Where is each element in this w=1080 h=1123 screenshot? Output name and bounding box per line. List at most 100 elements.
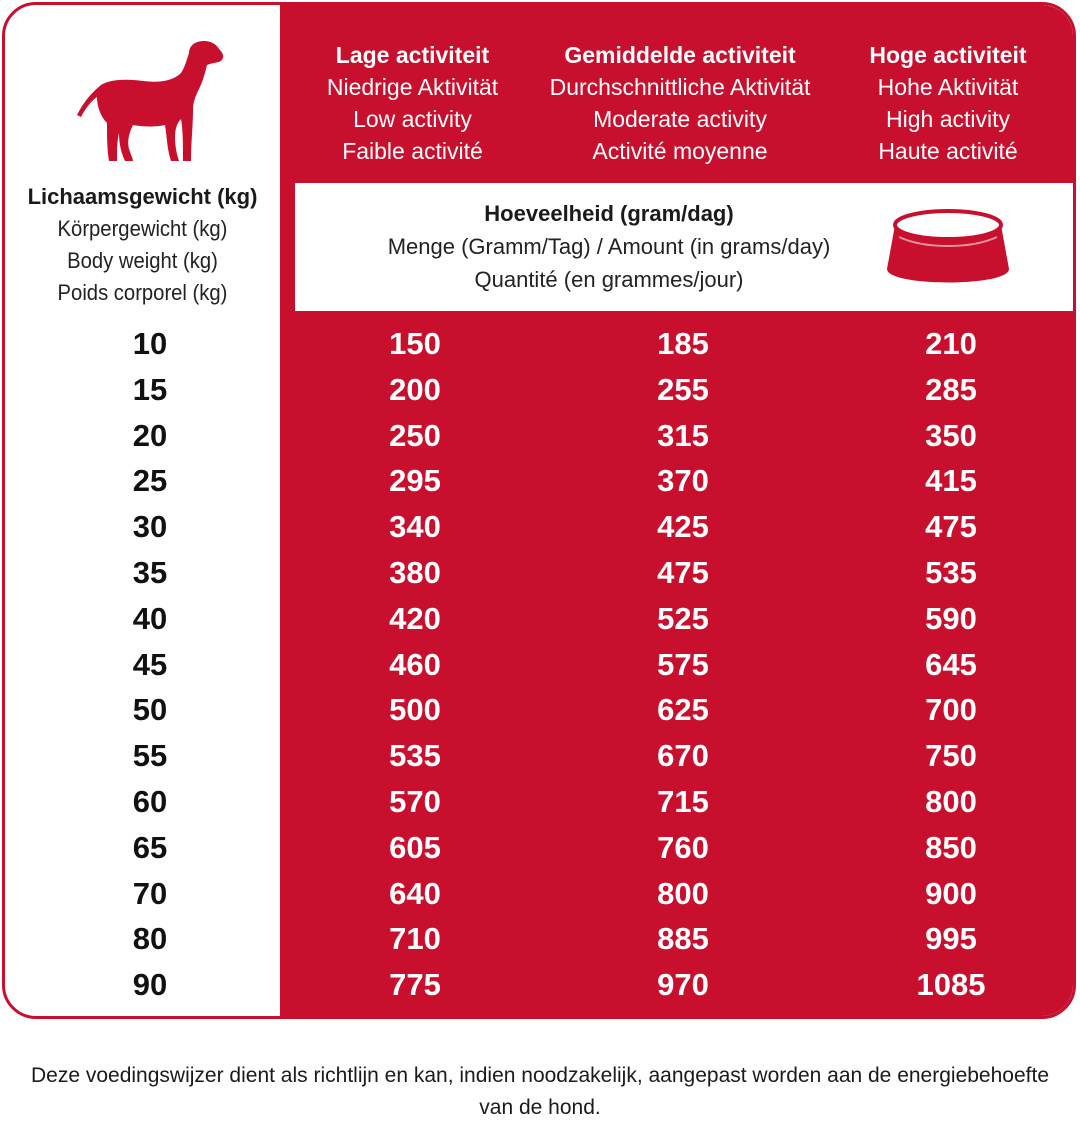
moderate-activity-cell: 715 — [657, 783, 709, 819]
moderate-activity-cell: 670 — [657, 738, 709, 774]
moderate-activity-cell: 255 — [657, 371, 709, 407]
weight-cell: 30 — [132, 509, 168, 545]
bowl-icon — [887, 209, 1009, 283]
activity-headers: Lage activiteit Niedrige Aktivität Low a… — [280, 39, 1073, 174]
moderate-activity-cell: 800 — [657, 875, 709, 911]
weight-cell: 40 — [132, 600, 168, 636]
table-row: 80 710 885 995 — [5, 916, 1073, 962]
low-activity-cell: 340 — [389, 509, 441, 545]
low-activity-cell: 605 — [389, 829, 441, 865]
dog-icon — [77, 41, 224, 161]
quantity-label-nl: Hoeveelheid (gram/dag) — [484, 201, 734, 226]
weight-cell: 15 — [132, 371, 168, 407]
activity-label-en: Moderate activity — [593, 106, 767, 132]
low-activity-cell: 420 — [389, 600, 441, 636]
weight-cell: 50 — [132, 692, 168, 728]
weight-cell: 90 — [132, 967, 168, 1003]
activity-label-de: Hohe Aktivität — [877, 74, 1019, 100]
table-row: 25 295 370 415 — [5, 458, 1073, 504]
high-activity-cell: 800 — [925, 783, 977, 819]
high-activity-cell: 700 — [925, 692, 977, 728]
moderate-activity-cell: 575 — [657, 646, 709, 682]
table-row: 15 200 255 285 — [5, 367, 1073, 413]
high-activity-cell: 535 — [925, 554, 977, 590]
activity-label-nl: Gemiddelde activiteit — [564, 42, 796, 68]
activity-label-en: High activity — [886, 106, 1010, 132]
low-activity-cell: 380 — [389, 554, 441, 590]
high-activity-cell: 645 — [925, 646, 977, 682]
quantity-header-box: Hoeveelheid (gram/dag) Menge (Gramm/Tag)… — [295, 183, 1073, 311]
low-activity-cell: 150 — [389, 326, 441, 361]
table-row: 35 380 475 535 — [5, 550, 1073, 596]
moderate-activity-cell: 525 — [657, 600, 709, 636]
weight-cell: 65 — [132, 829, 168, 865]
table-row: 10 150 185 210 — [5, 321, 1073, 367]
low-activity-cell: 250 — [389, 417, 441, 453]
activity-label-de: Durchschnittliche Aktivität — [549, 74, 811, 100]
high-activity-cell: 850 — [925, 829, 977, 865]
moderate-activity-cell: 185 — [657, 326, 709, 361]
activity-label-de: Niedrige Aktivität — [326, 74, 499, 100]
weight-cell: 10 — [132, 326, 168, 361]
table-row: 65 605 760 850 — [5, 825, 1073, 871]
table-row: 70 640 800 900 — [5, 871, 1073, 917]
feeding-rows: 10 150 185 210 15 200 255 285 20 250 315 350 25 295 37… — [5, 321, 1073, 1008]
weight-cell: 55 — [132, 738, 168, 774]
activity-label-fr: Haute activité — [878, 138, 1018, 164]
moderate-activity-cell: 425 — [657, 509, 709, 545]
red-panel — [280, 5, 1073, 1016]
activity-header-low: Lage activiteit Niedrige Aktivität Low a… — [280, 39, 545, 167]
high-activity-cell: 750 — [925, 738, 977, 774]
weight-cell: 45 — [132, 646, 168, 682]
activity-label-en: Low activity — [353, 106, 472, 132]
low-activity-cell: 640 — [389, 875, 441, 911]
high-activity-cell: 995 — [925, 921, 977, 957]
low-activity-cell: 460 — [389, 646, 441, 682]
activity-label-nl: Lage activiteit — [335, 42, 490, 68]
high-activity-cell: 285 — [925, 371, 977, 407]
activity-label-fr: Faible activité — [342, 138, 483, 164]
weight-cell: 70 — [132, 875, 168, 911]
low-activity-cell: 200 — [389, 371, 441, 407]
activity-label-fr: Activité moyenne — [592, 138, 768, 164]
low-activity-cell: 535 — [389, 738, 441, 774]
high-activity-cell: 210 — [925, 326, 977, 361]
quantity-label-de-en: Menge (Gramm/Tag) / Amount (in grams/day… — [387, 234, 831, 259]
body-weight-label-nl: Lichaamsgewicht (kg) — [27, 184, 258, 209]
high-activity-cell: 1085 — [916, 967, 986, 1003]
activity-label-nl: Hoge activiteit — [869, 42, 1027, 68]
moderate-activity-cell: 970 — [657, 967, 709, 1003]
body-weight-header: Lichaamsgewicht (kg) Körpergewicht (kg) … — [5, 181, 280, 309]
activity-header-moderate: Gemiddelde activiteit Durchschnittliche … — [545, 39, 815, 167]
low-activity-cell: 775 — [389, 967, 441, 1003]
quantity-label-fr: Quantité (en grammes/jour) — [474, 267, 744, 292]
table-row: 90 775 970 1085 — [5, 962, 1073, 1008]
weight-cell: 35 — [132, 554, 168, 590]
moderate-activity-cell: 370 — [657, 463, 709, 499]
moderate-activity-cell: 625 — [657, 692, 709, 728]
high-activity-cell: 590 — [925, 600, 977, 636]
low-activity-cell: 295 — [389, 463, 441, 499]
body-weight-label-de: Körpergewicht (kg) — [57, 216, 228, 241]
moderate-activity-cell: 760 — [657, 829, 709, 865]
table-row: 60 570 715 800 — [5, 779, 1073, 825]
quantity-header-text: Hoeveelheid (gram/dag) Menge (Gramm/Tag)… — [295, 197, 923, 296]
table-row: 30 340 425 475 — [5, 504, 1073, 550]
high-activity-cell: 415 — [925, 463, 977, 499]
moderate-activity-cell: 315 — [657, 417, 709, 453]
table-row: 55 535 670 750 — [5, 733, 1073, 779]
weight-cell: 20 — [132, 417, 168, 453]
high-activity-cell: 475 — [925, 509, 977, 545]
body-weight-label-fr: Poids corporel (kg) — [57, 280, 228, 305]
activity-header-high: Hoge activiteit Hohe Aktivität High acti… — [815, 39, 1073, 167]
feeding-table-card: Lichaamsgewicht (kg) Körpergewicht (kg) … — [2, 2, 1076, 1019]
weight-cell: 80 — [132, 921, 168, 957]
high-activity-cell: 900 — [925, 875, 977, 911]
low-activity-cell: 500 — [389, 692, 441, 728]
table-row: 45 460 575 645 — [5, 642, 1073, 688]
footnote: Deze voedingswijzer dient als richtlijn … — [31, 1064, 1049, 1119]
low-activity-cell: 570 — [389, 783, 441, 819]
high-activity-cell: 350 — [925, 417, 977, 453]
weight-cell: 60 — [132, 783, 168, 819]
moderate-activity-cell: 475 — [657, 554, 709, 590]
